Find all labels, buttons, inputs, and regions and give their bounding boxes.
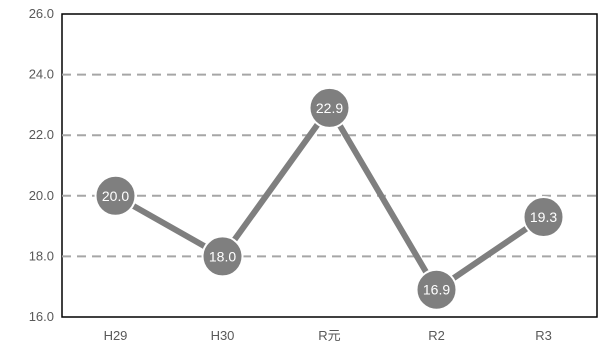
- data-label-2: 22.9: [316, 100, 343, 116]
- y-tick-label-3: 22.0: [29, 127, 54, 142]
- data-label-4: 19.3: [530, 209, 557, 225]
- y-axis: 16.0 18.0 20.0 22.0 24.0 26.0: [29, 6, 54, 324]
- x-tick-label-1: H30: [211, 328, 235, 343]
- data-point-3: [415, 268, 458, 311]
- y-tick-label-1: 18.0: [29, 248, 54, 263]
- series: 20.0 18.0 22.9 16.9 19.3: [94, 86, 565, 311]
- data-label-3: 16.9: [423, 282, 450, 298]
- x-tick-label-4: R3: [535, 328, 552, 343]
- y-tick-label-4: 24.0: [29, 67, 54, 82]
- y-tick-label-0: 16.0: [29, 309, 54, 324]
- data-label-1: 18.0: [209, 248, 236, 264]
- x-axis: H29 H30 R元 R2 R3: [104, 328, 552, 343]
- data-label-0: 20.0: [102, 188, 129, 204]
- x-tick-label-0: H29: [104, 328, 128, 343]
- data-point-0: [94, 174, 137, 217]
- y-tick-label-2: 20.0: [29, 188, 54, 203]
- plot-area-frame: [61, 13, 598, 318]
- x-tick-label-2: R元: [318, 328, 340, 343]
- y-tick-label-5: 26.0: [29, 6, 54, 21]
- data-point-1: [201, 235, 244, 278]
- data-point-4: [522, 196, 565, 239]
- x-tick-label-3: R2: [428, 328, 445, 343]
- data-point-2: [308, 86, 351, 129]
